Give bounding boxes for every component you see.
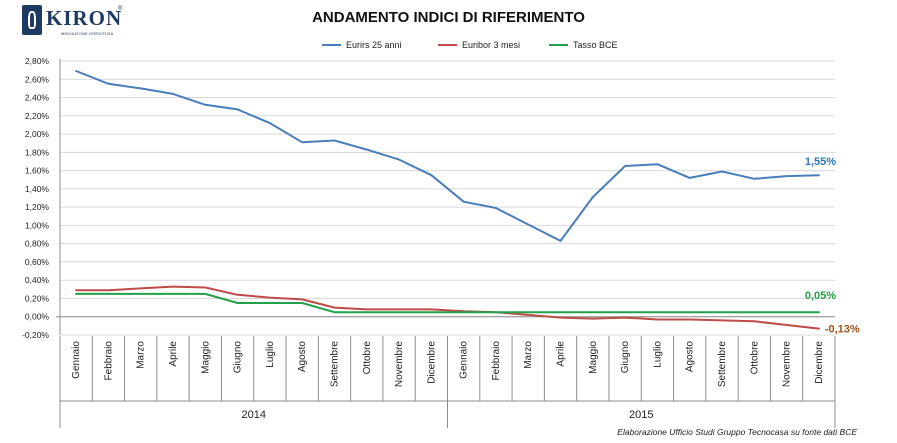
x-tick-label: Ottobre: [362, 341, 373, 375]
legend-label: Eurirs 25 anni: [346, 40, 402, 50]
y-tick-label: -0,20%: [22, 330, 49, 340]
series-end-label: -0,13%: [825, 324, 860, 336]
series-line: [75, 285, 820, 330]
series-end-label: 0,05%: [805, 290, 836, 302]
y-tick-label: 0,80%: [25, 239, 50, 249]
y-tick-label: 2,20%: [25, 111, 50, 121]
y-tick-label: 2,40%: [25, 93, 50, 103]
y-tick-label: 0,60%: [25, 257, 50, 267]
logo-registered: ®: [118, 6, 123, 12]
x-tick-label: Febbraio: [491, 341, 502, 381]
x-tick-label: Dicembre: [814, 341, 825, 384]
kiron-logo: KIRON ® MEDIAZIONE CREDITIZIA: [22, 4, 122, 40]
y-tick-label: 2,80%: [25, 56, 50, 66]
series-line: [75, 70, 820, 242]
x-tick-label: Marzo: [523, 341, 534, 369]
x-tick-label: Settembre: [717, 341, 728, 388]
logo-tagline: MEDIAZIONE CREDITIZIA: [61, 31, 114, 36]
x-tick-label: Maggio: [200, 341, 211, 374]
x-tick-label: Aprile: [556, 341, 567, 367]
series-end-label: 1,55%: [805, 156, 836, 168]
y-tick-label: 2,60%: [25, 74, 50, 84]
y-tick-label: 0,00%: [25, 312, 50, 322]
x-tick-label: Luglio: [265, 341, 276, 368]
x-tick-label: Luglio: [652, 341, 663, 368]
x-tick-label: Gennaio: [459, 341, 470, 379]
year-label: 2014: [242, 409, 266, 421]
x-tick-label: Aprile: [168, 341, 179, 367]
x-tick-label: Agosto: [685, 341, 696, 373]
logo-mark-icon: [22, 5, 42, 35]
y-tick-label: 1,40%: [25, 184, 50, 194]
x-tick-label: Maggio: [588, 341, 599, 374]
x-tick-label: Giugno: [233, 341, 244, 374]
y-tick-label: 2,00%: [25, 129, 50, 139]
x-tick-label: Febbraio: [103, 341, 114, 381]
x-tick-label: Novembre: [394, 341, 405, 388]
x-tick-label: Settembre: [329, 341, 340, 388]
logo-brand: KIRON: [46, 6, 123, 30]
y-tick-label: 1,00%: [25, 220, 50, 230]
legend-label: Euribor 3 mesi: [462, 40, 520, 50]
x-tick-label: Ottobre: [749, 341, 760, 375]
y-tick-label: 0,40%: [25, 275, 50, 285]
x-tick-label: Marzo: [136, 341, 147, 369]
x-tick-label: Agosto: [297, 341, 308, 373]
x-tick-label: Giugno: [620, 341, 631, 374]
y-tick-label: 1,80%: [25, 147, 50, 157]
y-tick-label: 1,20%: [25, 202, 50, 212]
x-tick-label: Novembre: [782, 341, 793, 388]
y-tick-label: 0,20%: [25, 293, 50, 303]
y-tick-label: 1,60%: [25, 166, 50, 176]
chart-title: ANDAMENTO INDICI DI RIFERIMENTO: [312, 9, 585, 26]
legend-label: Tasso BCE: [573, 40, 618, 50]
series-line: [75, 292, 820, 314]
x-tick-label: Gennaio: [71, 341, 82, 379]
source-note: Elaborazione Ufficio Studi Gruppo Tecnoc…: [617, 427, 857, 437]
year-label: 2015: [629, 409, 653, 421]
x-tick-label: Dicembre: [426, 341, 437, 384]
